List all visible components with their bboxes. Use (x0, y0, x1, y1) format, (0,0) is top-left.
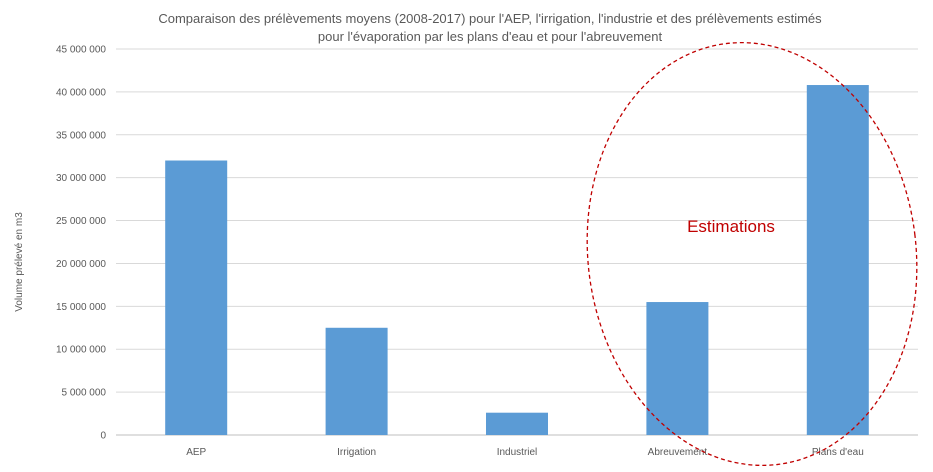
bars (165, 85, 869, 435)
estimations-ellipse (586, 41, 918, 467)
y-tick-label: 10 000 000 (56, 345, 106, 356)
x-tick-label: Irrigation (337, 447, 376, 458)
y-tick-label: 15 000 000 (56, 302, 106, 313)
y-tick-label: 5 000 000 (62, 388, 107, 399)
x-axis-ticks: AEP Irrigation Industriel Abreuvement Plans … (186, 447, 864, 458)
y-tick-label: 45 000 000 (56, 45, 106, 56)
chart-title-line-2: pour l'évaporation par les plans d'eau e… (318, 29, 663, 44)
y-tick-label: 35 000 000 (56, 130, 106, 141)
gridlines (116, 48, 918, 436)
y-axis-ticks: 0 5 000 000 10 000 000 15 000 000 20 000 000… (56, 45, 107, 442)
y-tick-label: 30 000 000 (56, 173, 106, 184)
x-tick-label: AEP (186, 447, 206, 458)
bar-aep (165, 160, 228, 435)
x-tick-label: Plans d'eau (812, 447, 864, 458)
bar-irrigation (325, 327, 388, 435)
bar-plans-d-eau (806, 85, 869, 435)
x-tick-label: Industriel (497, 447, 538, 458)
y-tick-label: 0 (100, 431, 106, 442)
chart-title-line-1: Comparaison des prélèvements moyens (200… (158, 11, 822, 26)
bar-abreuvement (646, 302, 709, 435)
y-tick-label: 20 000 000 (56, 259, 106, 270)
x-tick-label: Abreuvement (648, 447, 708, 458)
y-tick-label: 40 000 000 (56, 87, 106, 98)
y-tick-label: 25 000 000 (56, 216, 106, 227)
estimations-label: Estimations (687, 217, 775, 236)
bar-industriel (486, 412, 548, 435)
y-axis-title: Volume prélevé en m3 (14, 212, 25, 312)
